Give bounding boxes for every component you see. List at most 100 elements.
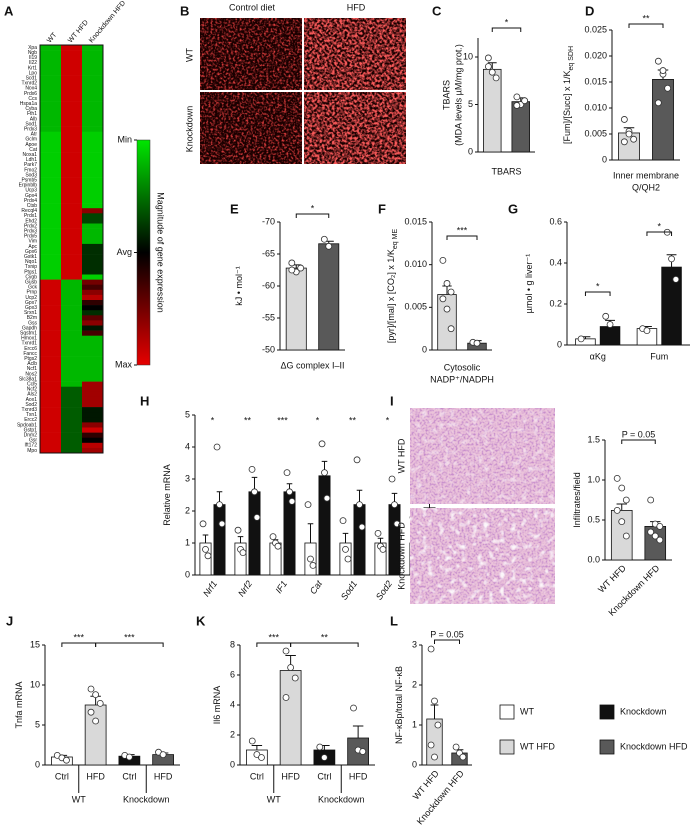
data-point: [439, 295, 447, 303]
gene-label: Ehd2: [25, 218, 37, 224]
data-point: [282, 647, 290, 655]
error-bar: [251, 745, 263, 750]
significance-label: *: [316, 415, 320, 425]
heatmap-cell: [82, 432, 103, 438]
heatmap-cell: [61, 167, 82, 173]
heatmap-cell: [61, 315, 82, 321]
data-point: [672, 275, 680, 283]
heatmap-cell: [61, 50, 82, 56]
heatmap-cell: [61, 249, 82, 255]
heatmap-cell: [40, 116, 61, 122]
heatmap-cell: [61, 386, 82, 393]
significance-label: P = 0.05: [430, 629, 464, 639]
heatmap-cell: [82, 335, 103, 342]
data-point: [269, 533, 277, 540]
gene-label: Ncf1: [27, 366, 38, 372]
gene-label: Ngb: [28, 50, 37, 56]
y-axis-label: Infiltrates/field: [572, 472, 582, 528]
heatmap-cell: [40, 111, 61, 117]
gene-label: Gstp1: [24, 427, 38, 433]
gene-label: Ercc6: [24, 346, 37, 352]
heatmap-cell: [61, 121, 82, 127]
gene-label: Ucp3: [25, 188, 37, 194]
heatmap-cell: [61, 152, 82, 158]
heatmap-cell: [61, 274, 82, 280]
heatmap-cell: [40, 65, 61, 71]
y-tick-label: -50: [262, 344, 275, 354]
y-tick-label: -65: [262, 248, 275, 258]
data-point: [488, 68, 496, 76]
heatmap-cell: [61, 203, 82, 209]
significance-label: ***: [73, 632, 84, 642]
data-point: [391, 501, 398, 509]
y-axis-label: NF-κBp/total NF-κB: [394, 666, 404, 744]
y-axis-label-text: µmol • g liver⁻¹: [524, 254, 534, 314]
colorbar-tick-label: Min: [117, 134, 132, 144]
gene-label: Prdx3: [24, 228, 37, 234]
data-point: [618, 484, 626, 492]
gene-label: Ucp2: [25, 295, 37, 301]
heatmap-cell: [40, 284, 61, 291]
heatmap-cell: [61, 172, 82, 178]
heatmap-cell: [82, 126, 103, 132]
gene-label: Recql4: [21, 208, 37, 214]
significance-label: **: [244, 415, 252, 425]
heatmap-cell: [40, 249, 61, 255]
heatmap-cell: [40, 106, 61, 112]
heatmap-cell: [40, 264, 61, 270]
x-tick-label: HFD: [154, 771, 173, 781]
y-tick-label: 0: [468, 146, 473, 156]
gene-label: Noxa1: [23, 152, 38, 158]
y-axis-label: Tnfa mRNA: [14, 681, 24, 728]
gene-label: Sod3: [25, 172, 37, 178]
data-point: [87, 708, 95, 716]
data-point: [656, 523, 664, 530]
heatmap-cell: [40, 126, 61, 132]
row-label: Knockdown: [184, 106, 194, 153]
data-point: [484, 54, 492, 62]
bar: [437, 294, 457, 351]
heatmap-cell: [82, 192, 103, 199]
data-point: [258, 754, 265, 761]
error-bar: [487, 62, 497, 70]
heatmap-cell: [61, 259, 82, 265]
heatmap-cell: [82, 422, 103, 428]
heatmap-cell: [82, 366, 103, 372]
micrograph-stain: [200, 92, 302, 164]
data-point: [664, 84, 672, 92]
gene-label: Dnm2: [24, 432, 38, 438]
x-axis-label: ΔG complex I–II: [280, 360, 344, 370]
x-tick-label: Nrf2: [236, 579, 254, 599]
x-tick-label: HFD: [349, 771, 368, 781]
micrograph-stain: [200, 18, 302, 90]
heatmap-cell: [40, 141, 61, 148]
y-tick-label: 0.025: [584, 24, 607, 34]
colorbar-label: Magnitude of gene expression: [156, 192, 166, 313]
heatmap-cell: [40, 85, 61, 92]
bar: [511, 101, 530, 153]
heatmap-cell: [61, 422, 82, 428]
bar: [599, 326, 621, 346]
heatmap-cell: [40, 101, 61, 107]
data-point: [283, 469, 291, 477]
heatmap-cell: [82, 157, 103, 163]
data-point: [484, 63, 492, 70]
gene-label: Lpo: [29, 70, 38, 76]
x-axis-label: Inner membrane: [613, 170, 679, 180]
heatmap-cell: [61, 177, 82, 183]
gene-label: Ptgs1: [24, 269, 37, 275]
y-axis-label-text: kJ • mol⁻¹: [234, 266, 244, 305]
gene-label: Cyba: [25, 106, 37, 112]
heatmap-cell: [61, 279, 82, 285]
gene-label: Txnrd2: [21, 81, 37, 87]
legend-swatch: [599, 739, 615, 755]
y-tick-label: 8: [230, 639, 235, 649]
data-point: [234, 526, 242, 534]
heatmap-cell: [40, 305, 61, 311]
gene-label: Nos2: [25, 371, 37, 377]
data-point: [427, 741, 435, 749]
heatmap-cell: [82, 55, 103, 61]
heatmap-cell: [82, 402, 103, 408]
heatmap-cell: [40, 218, 61, 224]
row-label: WT: [184, 48, 194, 62]
